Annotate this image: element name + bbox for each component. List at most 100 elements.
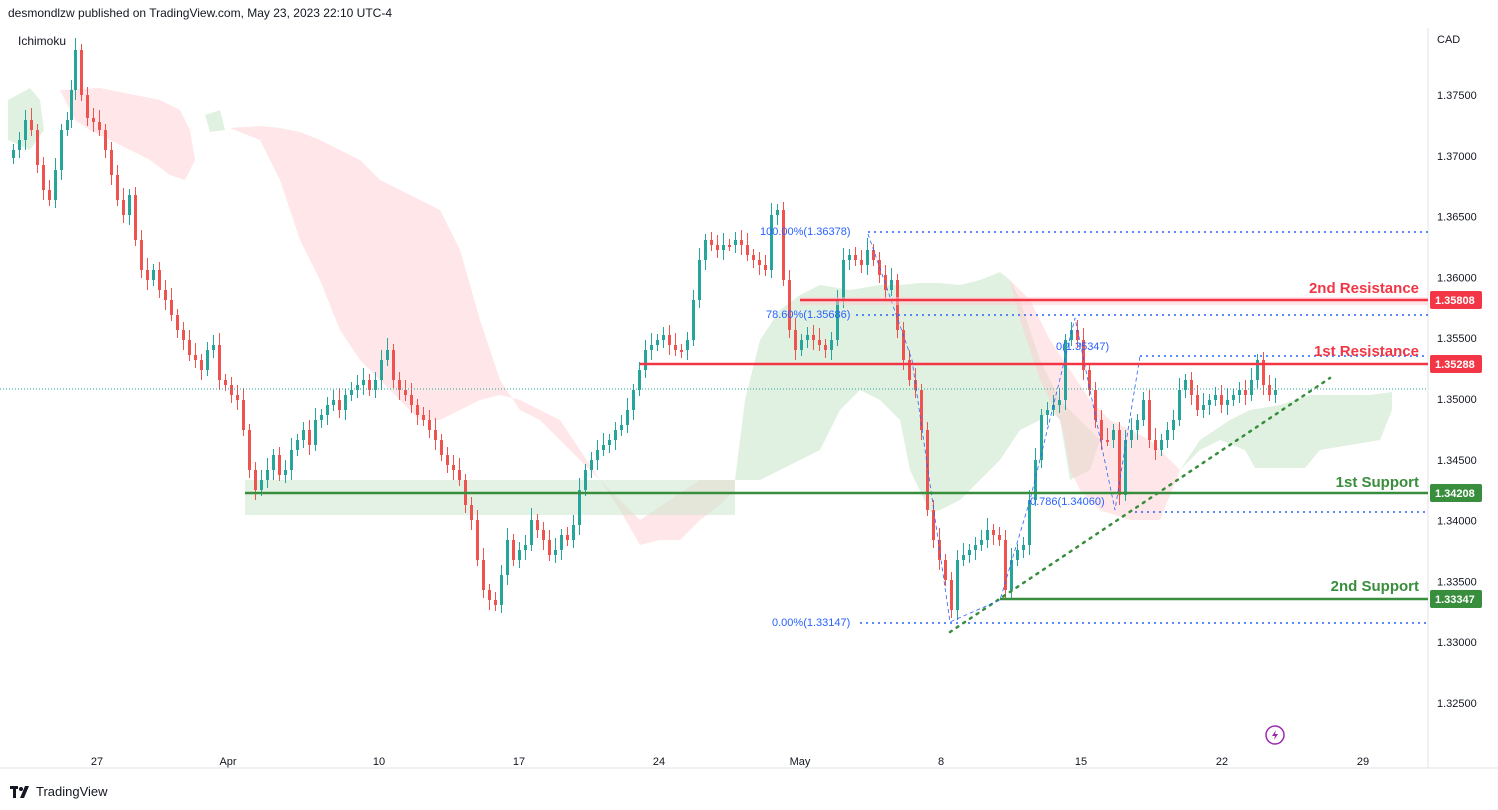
candle-body bbox=[80, 50, 83, 95]
fib-level-label: 0(1.35347) bbox=[1056, 341, 1109, 353]
candle-body bbox=[1268, 385, 1271, 395]
price-tag bbox=[1430, 355, 1482, 373]
x-tick-label: 15 bbox=[1075, 756, 1087, 768]
candle-body bbox=[758, 260, 761, 265]
candle-body bbox=[70, 90, 73, 120]
y-tick-label: 1.34000 bbox=[1437, 516, 1477, 528]
candle-body bbox=[1076, 330, 1079, 340]
candle-body bbox=[200, 360, 203, 370]
candle-body bbox=[830, 340, 833, 350]
fibonacci-lines: 100.00%(1.36378) 78.60%(1.35686) 0.786(1.3… bbox=[760, 226, 1428, 629]
price-tag-label: 1.35288 bbox=[1435, 359, 1475, 371]
candle-body bbox=[872, 250, 875, 260]
candle-body bbox=[596, 450, 599, 460]
y-tick-label: 1.33000 bbox=[1437, 637, 1477, 649]
candle-body bbox=[1004, 540, 1007, 590]
candle-body bbox=[836, 300, 839, 340]
candle-body bbox=[158, 270, 161, 290]
candle-body bbox=[290, 450, 293, 470]
candle-body bbox=[110, 150, 113, 175]
candle-body bbox=[1100, 420, 1103, 440]
candle-body bbox=[848, 255, 851, 260]
ichimoku-cloud bbox=[8, 88, 1392, 545]
candle-body bbox=[1184, 380, 1187, 390]
candle-body bbox=[404, 390, 407, 395]
candle-body bbox=[476, 520, 479, 560]
fib-level-label: 0.786(1.34060) bbox=[1030, 496, 1105, 508]
x-tick-label: 22 bbox=[1216, 756, 1228, 768]
candle-body bbox=[680, 350, 683, 352]
candle-body bbox=[66, 120, 69, 130]
candle-body bbox=[1244, 390, 1247, 395]
candle-body bbox=[416, 405, 419, 415]
candle-body bbox=[152, 270, 155, 280]
candle-body bbox=[24, 120, 27, 140]
candle-body bbox=[494, 600, 497, 605]
candle-body bbox=[1154, 440, 1157, 450]
x-tick-label: 8 bbox=[938, 756, 944, 768]
candle-body bbox=[632, 390, 635, 410]
candle-body bbox=[48, 190, 51, 200]
candle-body bbox=[98, 122, 101, 130]
candle-body bbox=[60, 130, 63, 170]
candle-body bbox=[1088, 370, 1091, 390]
candle-body bbox=[662, 335, 665, 340]
price-tag-label: 1.35808 bbox=[1435, 295, 1475, 307]
time-axis[interactable]: 27 Apr 10 17 24 May 8 15 22 29 bbox=[91, 756, 1369, 768]
candle-body bbox=[782, 210, 785, 280]
candle-body bbox=[440, 440, 443, 455]
candle-body bbox=[1070, 330, 1073, 340]
candle-body bbox=[608, 440, 611, 445]
indicator-label[interactable]: Ichimoku bbox=[18, 34, 67, 48]
candle-body bbox=[656, 340, 659, 345]
candle-body bbox=[1028, 500, 1031, 545]
x-tick-label: Apr bbox=[219, 756, 236, 768]
zigzag-dashed bbox=[867, 233, 1141, 623]
candle-body bbox=[968, 550, 971, 555]
candle-body bbox=[950, 580, 953, 610]
x-tick-label: 24 bbox=[653, 756, 665, 768]
candle-body bbox=[554, 550, 557, 555]
y-tick-label: 1.37500 bbox=[1437, 90, 1477, 102]
price-axis[interactable]: 1.37500 1.37000 1.36500 1.36000 1.35500 1.350… bbox=[1437, 90, 1477, 710]
candle-body bbox=[116, 175, 119, 200]
candle-body bbox=[248, 430, 251, 470]
candle-body bbox=[818, 340, 821, 345]
candle-body bbox=[626, 410, 629, 425]
candle-body bbox=[36, 130, 39, 165]
candle-body bbox=[614, 430, 617, 440]
candle-body bbox=[914, 380, 917, 390]
price-tag-label: 1.34208 bbox=[1435, 488, 1475, 500]
lightning-icon[interactable] bbox=[1265, 725, 1285, 745]
fib-level-label: 78.60%(1.35686) bbox=[766, 309, 850, 321]
level-title: 2nd Resistance bbox=[1309, 280, 1419, 297]
candle-body bbox=[866, 250, 869, 265]
candle-body bbox=[12, 150, 15, 158]
candle-body bbox=[296, 440, 299, 450]
candle-body bbox=[746, 245, 749, 255]
y-tick-label: 1.33500 bbox=[1437, 576, 1477, 588]
candle-body bbox=[944, 560, 947, 580]
candle-body bbox=[620, 425, 623, 430]
candle-body bbox=[1058, 400, 1061, 405]
candle-body bbox=[212, 345, 215, 350]
candle-body bbox=[266, 470, 269, 480]
candle-body bbox=[542, 530, 545, 540]
candle-body bbox=[674, 345, 677, 350]
candle-body bbox=[902, 330, 905, 360]
candle-body bbox=[326, 405, 329, 415]
candle-body bbox=[446, 455, 449, 465]
candle-body bbox=[1202, 405, 1205, 410]
candle-body bbox=[86, 95, 89, 118]
candle-body bbox=[548, 540, 551, 555]
candle-body bbox=[854, 255, 857, 260]
candle-body bbox=[230, 385, 233, 395]
candle-body bbox=[740, 240, 743, 245]
candle-body bbox=[590, 460, 593, 470]
candle-body bbox=[18, 140, 21, 150]
x-tick-label: 27 bbox=[91, 756, 103, 768]
candle-body bbox=[752, 255, 755, 260]
candle-body bbox=[638, 370, 641, 390]
candle-body bbox=[1220, 395, 1223, 405]
